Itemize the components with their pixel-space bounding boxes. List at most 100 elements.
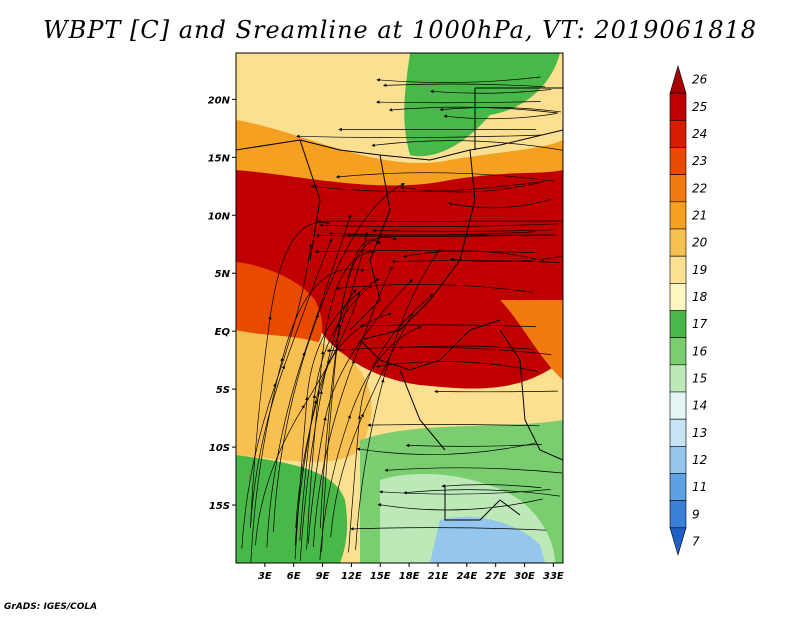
colorbar-label: 18 xyxy=(692,290,708,304)
colorbar-label: 20 xyxy=(692,236,708,250)
streamline xyxy=(430,89,552,94)
streamline xyxy=(388,106,559,114)
streamline xyxy=(448,198,553,209)
streamline xyxy=(326,346,552,355)
lat-label: 5N xyxy=(215,269,231,280)
colorbar-swatch xyxy=(669,174,687,203)
streamline xyxy=(348,294,434,553)
south-atlantic-region xyxy=(236,455,348,563)
colorbar-label: 13 xyxy=(692,426,707,440)
colorbar: 26 25 24 23 22 21 20 19 18 17 16 15 14 13 12 11 9 7 xyxy=(669,64,708,557)
colorbar-swatch xyxy=(669,283,687,311)
map-frame xyxy=(235,52,564,564)
streamline xyxy=(434,389,558,394)
streamline xyxy=(356,442,536,455)
lat-label: 10N xyxy=(208,211,231,222)
lat-label: 20N xyxy=(208,95,231,106)
streamline xyxy=(376,76,541,83)
streamline xyxy=(403,489,560,497)
streamline xyxy=(376,100,541,104)
colorbar-label: 14 xyxy=(692,399,707,413)
colorbar-label: 23 xyxy=(692,154,707,168)
streamline xyxy=(384,467,563,474)
cool-pocket-region xyxy=(430,516,545,563)
streamline xyxy=(319,223,559,228)
streamline xyxy=(405,443,542,448)
colorbar-swatch xyxy=(669,147,687,175)
colorbar-label: 24 xyxy=(692,127,707,141)
streamline xyxy=(310,180,545,192)
colorbar-swatch xyxy=(669,201,687,230)
colorbar-swatch xyxy=(669,364,687,393)
colorbar-swatch xyxy=(669,391,687,420)
colorbar-label: 11 xyxy=(692,480,707,494)
streamline xyxy=(314,249,535,254)
streamline xyxy=(398,345,535,350)
streamline xyxy=(359,324,536,328)
lon-label: 33E xyxy=(543,571,564,582)
colorbar-label: 22 xyxy=(692,181,707,195)
colorbar-label: 16 xyxy=(692,344,708,358)
streamline xyxy=(439,107,561,113)
streamline xyxy=(391,259,560,264)
streamline xyxy=(367,423,540,427)
lat-label: EQ xyxy=(215,327,231,338)
lon-label: 6E xyxy=(287,571,301,582)
colorbar-swatch xyxy=(669,255,687,284)
colorbar-label: 7 xyxy=(692,534,700,548)
colorbar-label: 12 xyxy=(692,453,707,467)
streamline xyxy=(335,172,555,182)
streamline xyxy=(443,113,557,120)
lon-label: 15E xyxy=(370,571,391,582)
lat-label: 15S xyxy=(209,501,230,512)
streamline xyxy=(400,182,541,193)
map-plot-area xyxy=(236,53,563,563)
colorbar-swatch xyxy=(669,473,687,501)
streamline xyxy=(296,134,542,139)
colorbar-swatch xyxy=(669,92,687,121)
colorbar-swatch xyxy=(669,310,687,338)
streamline xyxy=(441,484,542,489)
lon-label: 3E xyxy=(258,571,272,582)
colorbar-label: 21 xyxy=(692,208,707,222)
map-title: WBPT [C] and Sreamline at 1000hPa, VT: 2… xyxy=(42,16,758,44)
streamline-layer xyxy=(241,76,563,563)
streamline xyxy=(372,228,553,233)
streamline xyxy=(377,498,543,511)
colorbar-label: 15 xyxy=(692,371,707,385)
lat-label: 10S xyxy=(209,443,230,454)
streamline xyxy=(371,140,563,151)
streamline xyxy=(379,489,551,495)
streamline xyxy=(449,255,563,263)
streamline xyxy=(299,289,357,561)
lon-label: 9E xyxy=(316,571,330,582)
streamline xyxy=(250,268,365,563)
colorbar-swatch xyxy=(669,527,687,557)
colorbar-swatch xyxy=(669,418,687,447)
colorbar-swatch xyxy=(669,500,687,529)
latitude-axis: 20N 15N 10N 5N EQ 5S 10S 15S xyxy=(208,95,236,512)
colorbar-label: 17 xyxy=(692,317,708,331)
lat-label: 5S xyxy=(216,385,230,396)
streamline xyxy=(375,361,539,372)
lat-label: 15N xyxy=(208,153,231,164)
colorbar-label: 25 xyxy=(692,100,707,114)
colorbar-swatch xyxy=(669,228,687,257)
colorbar-swatch xyxy=(669,64,687,94)
streamline xyxy=(382,83,546,88)
east-highlands-region xyxy=(500,300,563,380)
lon-label: 12E xyxy=(341,571,362,582)
longitude-axis: 3E 6E 9E 12E 15E 18E 21E 24E 27E 30E 33E xyxy=(258,563,564,582)
streamline xyxy=(350,527,547,531)
streamline xyxy=(336,283,534,293)
colorbar-label: 19 xyxy=(692,263,707,277)
lon-label: 30E xyxy=(514,571,535,582)
colorbar-label: 9 xyxy=(692,507,700,521)
streamline xyxy=(250,221,331,526)
lon-label: 24E xyxy=(456,571,477,582)
credit-label: GrADS: IGES/COLA xyxy=(4,602,98,612)
lon-label: 18E xyxy=(399,571,420,582)
colorbar-swatch xyxy=(669,337,687,366)
colorbar-swatch xyxy=(669,446,687,474)
